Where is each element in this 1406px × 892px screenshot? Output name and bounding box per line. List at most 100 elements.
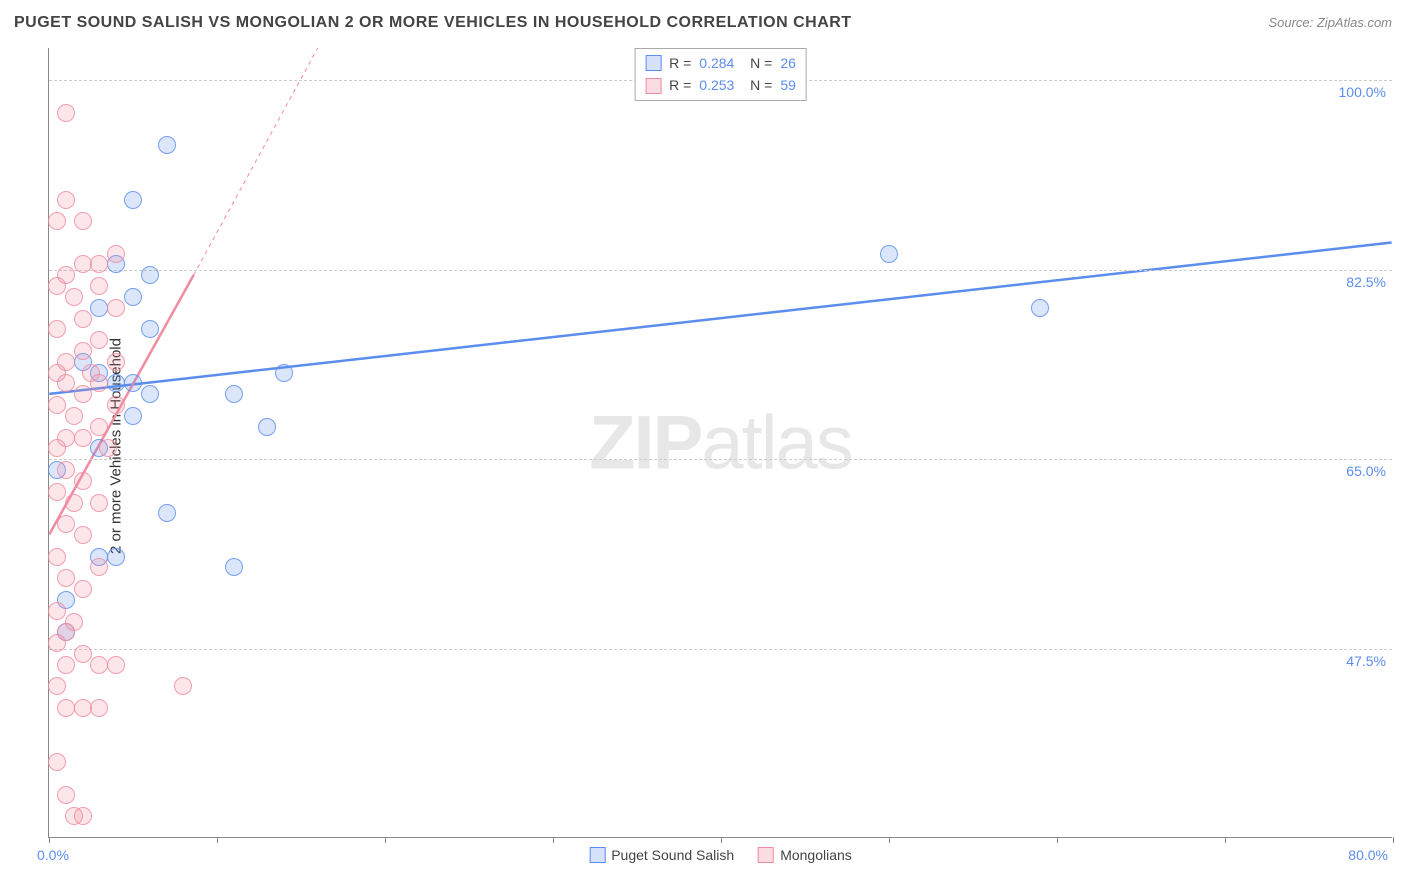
y-tick-label: 65.0%: [1346, 463, 1386, 479]
y-tick-label: 47.5%: [1346, 653, 1386, 669]
legend-swatch-pink: [758, 847, 774, 863]
legend-r-label: R =: [669, 74, 691, 96]
legend-label-series-2: Mongolians: [780, 847, 852, 863]
legend-n-value-2: 59: [780, 74, 796, 96]
data-point: [57, 786, 75, 804]
data-point: [48, 634, 66, 652]
data-point: [57, 461, 75, 479]
legend-swatch-blue: [645, 55, 661, 71]
data-point: [90, 418, 108, 436]
data-point: [90, 699, 108, 717]
data-point: [74, 255, 92, 273]
data-point: [48, 320, 66, 338]
legend-n-label: N =: [742, 52, 772, 74]
data-point: [65, 288, 83, 306]
data-point: [90, 494, 108, 512]
data-point: [48, 396, 66, 414]
data-point: [90, 299, 108, 317]
legend-r-value-1: 0.284: [699, 52, 734, 74]
data-point: [107, 245, 125, 263]
data-point: [107, 548, 125, 566]
x-tick: [553, 837, 554, 843]
legend-swatch-pink: [645, 78, 661, 94]
data-point: [74, 580, 92, 598]
data-point: [107, 396, 125, 414]
data-point: [57, 699, 75, 717]
data-point: [90, 374, 108, 392]
chart-source: Source: ZipAtlas.com: [1268, 15, 1392, 30]
data-point: [90, 656, 108, 674]
x-tick: [49, 837, 50, 843]
data-point: [275, 364, 293, 382]
data-point: [124, 407, 142, 425]
data-point: [74, 645, 92, 663]
trendlines-svg: [49, 48, 1392, 837]
legend-swatch-blue: [589, 847, 605, 863]
y-tick-label: 100.0%: [1339, 84, 1386, 100]
data-point: [225, 558, 243, 576]
data-point: [57, 374, 75, 392]
x-axis-min-label: 0.0%: [37, 847, 69, 863]
gridline-h: [49, 270, 1392, 271]
x-tick: [721, 837, 722, 843]
data-point: [880, 245, 898, 263]
data-point: [141, 266, 159, 284]
data-point: [74, 310, 92, 328]
data-point: [107, 299, 125, 317]
legend-label-series-1: Puget Sound Salish: [611, 847, 734, 863]
data-point: [74, 385, 92, 403]
data-point: [258, 418, 276, 436]
data-point: [74, 472, 92, 490]
watermark-zip: ZIP: [589, 400, 701, 485]
legend-row-series-1: R = 0.284 N = 26: [645, 52, 796, 74]
data-point: [65, 407, 83, 425]
data-point: [48, 677, 66, 695]
chart-title: PUGET SOUND SALISH VS MONGOLIAN 2 OR MOR…: [14, 14, 852, 32]
data-point: [48, 753, 66, 771]
data-point: [158, 136, 176, 154]
data-point: [74, 807, 92, 825]
gridline-h: [49, 649, 1392, 650]
data-point: [57, 191, 75, 209]
legend-n-label: N =: [742, 74, 772, 96]
data-point: [158, 504, 176, 522]
data-point: [107, 374, 125, 392]
data-point: [48, 548, 66, 566]
scatter-chart: R = 0.284 N = 26 R = 0.253 N = 59 ZIPatl…: [48, 48, 1392, 838]
x-axis-max-label: 80.0%: [1348, 847, 1388, 863]
data-point: [57, 656, 75, 674]
legend-r-value-2: 0.253: [699, 74, 734, 96]
data-point: [90, 277, 108, 295]
data-point: [90, 558, 108, 576]
data-point: [74, 212, 92, 230]
data-point: [57, 515, 75, 533]
data-point: [65, 494, 83, 512]
legend-r-label: R =: [669, 52, 691, 74]
data-point: [225, 385, 243, 403]
data-point: [90, 331, 108, 349]
data-point: [48, 602, 66, 620]
legend-item-series-1: Puget Sound Salish: [589, 847, 734, 863]
data-point: [48, 439, 66, 457]
data-point: [48, 483, 66, 501]
correlation-legend: R = 0.284 N = 26 R = 0.253 N = 59: [634, 48, 807, 101]
legend-row-series-2: R = 0.253 N = 59: [645, 74, 796, 96]
data-point: [107, 353, 125, 371]
data-point: [74, 342, 92, 360]
data-point: [174, 677, 192, 695]
legend-n-value-1: 26: [780, 52, 796, 74]
x-tick: [1225, 837, 1226, 843]
chart-header: PUGET SOUND SALISH VS MONGOLIAN 2 OR MOR…: [14, 14, 1392, 32]
data-point: [124, 288, 142, 306]
gridline-h: [49, 459, 1392, 460]
legend-item-series-2: Mongolians: [758, 847, 852, 863]
data-point: [141, 320, 159, 338]
x-tick: [217, 837, 218, 843]
x-tick: [1057, 837, 1058, 843]
data-point: [124, 191, 142, 209]
data-point: [141, 385, 159, 403]
data-point: [1031, 299, 1049, 317]
x-tick: [1393, 837, 1394, 843]
y-tick-label: 82.5%: [1346, 274, 1386, 290]
series-legend: Puget Sound Salish Mongolians: [589, 847, 852, 863]
